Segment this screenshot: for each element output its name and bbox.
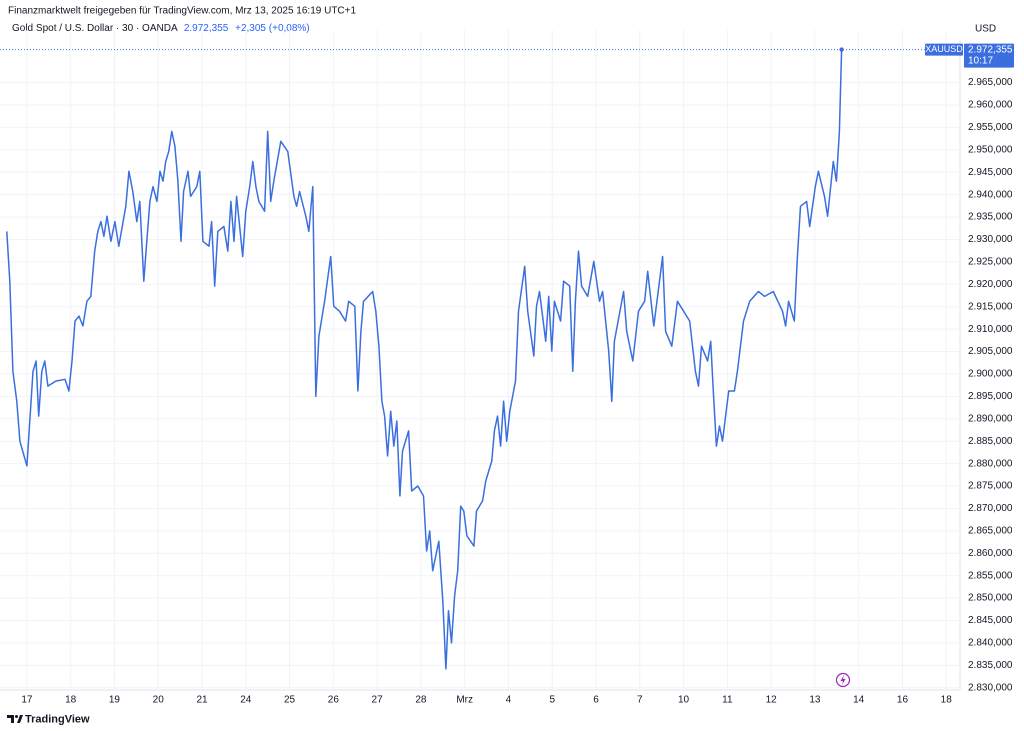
y-tick-label: 2.885,000 [968,436,1013,447]
y-tick-label: 2.955,000 [968,122,1013,133]
x-tick-label: 16 [897,695,909,706]
y-tick-label: 2.945,000 [968,167,1013,178]
x-tick-label: 4 [506,695,512,706]
y-tick-label: 2.935,000 [968,212,1013,223]
x-tick-label: 11 [722,695,733,706]
y-tick-label: 2.910,000 [968,324,1013,335]
price-tag [964,43,1014,68]
x-tick-label: 13 [809,695,821,706]
x-tick-label: 18 [941,695,953,706]
y-tick-label: 2.905,000 [968,346,1013,357]
x-tick-label: 17 [21,695,33,706]
y-tick-label: 2.930,000 [968,234,1013,245]
y-tick-label: 2.880,000 [968,458,1013,469]
brand: TradingView [25,713,90,725]
x-tick-label: 24 [240,695,252,706]
x-tick-label: 7 [637,695,643,706]
y-tick-label: 2.950,000 [968,144,1013,155]
last-point [839,47,844,52]
x-tick-label: 26 [328,695,340,706]
x-tick-label: 12 [766,695,778,706]
logo [7,715,23,723]
y-tick-label: 2.835,000 [968,660,1013,671]
event-icon [835,672,851,688]
price: 2.972,355 [184,23,229,34]
y-tick-label: 2.840,000 [968,638,1013,649]
x-tick-label: 6 [593,695,599,706]
price-line [6,49,843,670]
y-tick-label: 2.940,000 [968,189,1013,200]
y-tick-label: 2.865,000 [968,526,1013,537]
symbol-tag-label: XAUUSD [925,44,963,54]
symbol: Gold Spot / U.S. Dollar · 30 · OANDA [12,23,178,34]
y-tick-label: 2.875,000 [968,481,1013,492]
x-tick-label: 25 [284,695,296,706]
symbol-tag [925,43,963,56]
y-tick-label: 2.890,000 [968,413,1013,424]
x-tick-label: 10 [678,695,690,706]
grid [0,30,960,690]
y-tick-label: 2.870,000 [968,503,1013,514]
y-tick-label: 2.845,000 [968,615,1013,626]
y-tick-label: 2.830,000 [968,682,1013,693]
x-tick-label: 5 [549,695,555,706]
countdown: 10:17 [968,55,993,66]
y-tick-label: 2.895,000 [968,391,1013,402]
y-tick-label: 2.925,000 [968,257,1013,268]
y-tick-label: 2.915,000 [968,301,1013,312]
symbol-line: Gold Spot / U.S. Dollar · 30 · OANDA 2.9… [12,23,310,34]
price-tag-label: 2.972,355 [968,44,1013,55]
y-tick-label: 2.920,000 [968,279,1013,290]
x-tick-label: 18 [65,695,77,706]
x-tick-label: 20 [153,695,165,706]
y-tick-label: 2.860,000 [968,548,1013,559]
x-tick-label: 21 [196,695,208,706]
x-tick-label: Mrz [456,695,473,706]
y-tick-label: 2.900,000 [968,369,1013,380]
x-tick-label: 28 [415,695,427,706]
y-axis-label: USD [975,24,996,35]
y-tick-label: 2.850,000 [968,593,1013,604]
x-tick-label: 14 [853,695,865,706]
y-tick-label: 2.855,000 [968,570,1013,581]
credit: Finanzmarktwelt freigegeben für TradingV… [8,6,356,17]
x-tick-label: 27 [372,695,384,706]
change: +2,305 (+0,08%) [235,23,310,34]
y-tick-label: 2.965,000 [968,77,1013,88]
x-tick-label: 19 [109,695,121,706]
y-tick-label: 2.960,000 [968,100,1013,111]
